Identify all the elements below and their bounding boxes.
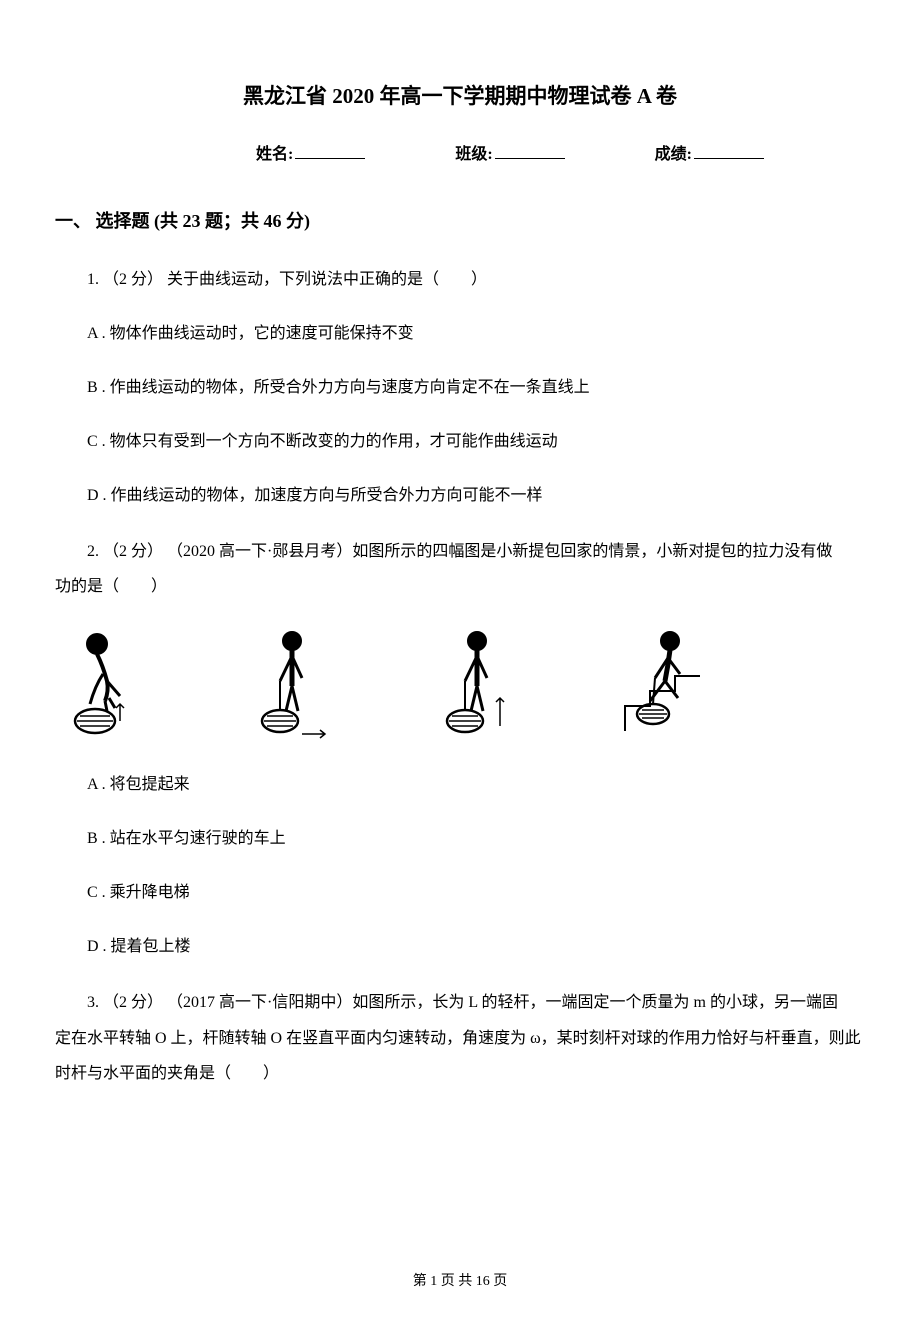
score-label: 成绩: [655,142,692,168]
q3-stem-line1: 3. （2 分） （2017 高一下·信阳期中）如图所示，长为 L 的轻杆，一端… [55,985,865,1020]
score-underline [694,158,764,159]
q2-stem: 2. （2 分） （2020 高一下·郧县月考）如图所示的四幅图是小新提包回家的… [55,534,865,604]
score-field: 成绩: [655,142,764,168]
section-header: 一、 选择题 (共 23 题；共 46 分) [55,207,865,236]
name-label: 姓名: [256,142,293,168]
name-field: 姓名: [256,142,365,168]
name-underline [295,158,365,159]
q2-figure-a [65,626,155,741]
q2-option-b: B . 站在水平匀速行驶的车上 [55,823,865,855]
class-label: 班级: [455,142,492,168]
q3-stem: 3. （2 分） （2017 高一下·信阳期中）如图所示，长为 L 的轻杆，一端… [55,985,865,1091]
q2-figure-b [250,626,340,741]
q2-option-d: D . 提着包上楼 [55,931,865,963]
q2-stem-line2: 功的是（ ） [55,569,865,604]
exam-title: 黑龙江省 2020 年高一下学期期中物理试卷 A 卷 [55,80,865,114]
q1-option-c: C . 物体只有受到一个方向不断改变的力的作用，才可能作曲线运动 [55,426,865,458]
q1-option-d: D . 作曲线运动的物体，加速度方向与所受合外力方向可能不一样 [55,480,865,512]
q2-stem-line1: 2. （2 分） （2020 高一下·郧县月考）如图所示的四幅图是小新提包回家的… [55,534,865,569]
class-field: 班级: [455,142,564,168]
q3-stem-line2: 定在水平转轴 O 上，杆随转轴 O 在竖直平面内匀速转动，角速度为 ω，某时刻杆… [55,1021,865,1056]
q1-stem: 1. （2 分） 关于曲线运动，下列说法中正确的是（ ） [55,264,865,296]
q2-option-c: C . 乘升降电梯 [55,877,865,909]
q1-option-a: A . 物体作曲线运动时，它的速度可能保持不变 [55,318,865,350]
q2-images-row [55,626,865,741]
class-underline [495,158,565,159]
q2-figure-d [620,626,710,741]
q3-stem-line3: 时杆与水平面的夹角是（ ） [55,1056,865,1091]
info-row: 姓名: 班级: 成绩: [55,142,865,168]
q2-figure-c [435,626,525,741]
q1-option-b: B . 作曲线运动的物体，所受合外力方向与速度方向肯定不在一条直线上 [55,372,865,404]
q2-option-a: A . 将包提起来 [55,769,865,801]
page-footer: 第 1 页 共 16 页 [55,1271,865,1293]
